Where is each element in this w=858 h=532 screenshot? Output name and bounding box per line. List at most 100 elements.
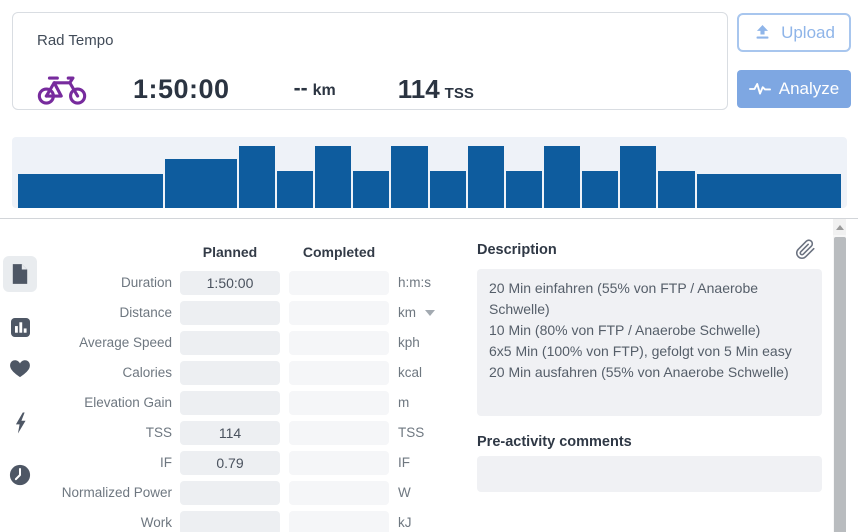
- unit-label-elevation-gain: m: [398, 395, 410, 410]
- bar-chart-icon: [10, 317, 30, 337]
- upload-button[interactable]: Upload: [737, 13, 851, 52]
- planned-input-elevation-gain[interactable]: [180, 391, 280, 415]
- completed-input-duration[interactable]: [289, 271, 389, 295]
- row-label-if: IF: [160, 455, 172, 470]
- clock-icon: [9, 464, 31, 486]
- unit-label-calories: kcal: [398, 365, 423, 380]
- lightning-icon: [15, 412, 26, 434]
- completed-input-work[interactable]: [289, 511, 389, 532]
- unit-label-if: IF: [398, 455, 410, 470]
- workout-title: Rad Tempo: [37, 32, 114, 49]
- upload-icon: [756, 24, 769, 39]
- unit-dropdown-caret-distance[interactable]: [425, 310, 435, 317]
- metric-row-calories: Calories kcal: [0, 361, 460, 385]
- analyze-waveform-icon: [748, 83, 771, 95]
- scroll-up-arrow-icon: [835, 224, 844, 230]
- distance-unit: km: [312, 82, 336, 99]
- metric-row-elevation-gain: Elevation Gain m: [0, 391, 460, 415]
- analyze-label: Analyze: [778, 79, 840, 98]
- planned-input-if[interactable]: 0.79: [180, 451, 280, 475]
- metric-row-normalized-power: Normalized Power W: [0, 481, 460, 505]
- row-label-work: Work: [140, 515, 172, 530]
- summary-card: Rad Tempo 1:50:00 -- km 114 TSS: [12, 12, 728, 110]
- planned-input-tss[interactable]: 114: [180, 421, 280, 445]
- completed-input-distance[interactable]: [289, 301, 389, 325]
- profile-bar-11: [582, 170, 619, 208]
- pre-activity-label: Pre-activity comments: [477, 434, 632, 450]
- details-panel: Planned Completed Duration 1:50:00 h:m:s Di…: [0, 218, 858, 532]
- profile-bar-10: [543, 146, 581, 208]
- row-label-duration: Duration: [120, 275, 172, 290]
- completed-input-elevation-gain[interactable]: [289, 391, 389, 415]
- unit-label-normalized-power: W: [398, 485, 411, 500]
- tss-metric: 114 TSS: [398, 74, 474, 105]
- unit-label-work: kJ: [398, 515, 412, 530]
- heart-icon: [10, 360, 30, 378]
- profile-bar-5: [353, 170, 390, 208]
- profile-bar-3: [276, 170, 314, 208]
- profile-bar-12: [620, 146, 657, 208]
- planned-header: Planned: [202, 244, 258, 260]
- analyze-button[interactable]: Analyze: [737, 70, 851, 108]
- unit-label-tss: TSS: [398, 425, 425, 440]
- planned-input-duration[interactable]: 1:50:00: [180, 271, 280, 295]
- duration-value: 1:50:00: [133, 73, 230, 104]
- profile-bar-0: [18, 174, 163, 208]
- sidebar-item-charts[interactable]: [3, 309, 37, 345]
- pre-activity-textarea[interactable]: [477, 456, 822, 492]
- tss-unit: TSS: [444, 84, 474, 102]
- sidebar-item-summary[interactable]: [3, 256, 37, 292]
- unit-label-duration: h:m:s: [398, 275, 432, 290]
- completed-input-normalized-power[interactable]: [289, 481, 389, 505]
- planned-input-distance[interactable]: [180, 301, 280, 325]
- description-textarea[interactable]: 20 Min einfahren (55% von FTP / Anaerobe…: [477, 269, 822, 416]
- upload-label: Upload: [781, 22, 835, 42]
- tss-value: 114: [397, 73, 440, 104]
- profile-bar-13: [658, 170, 695, 208]
- distance-metric: -- km: [294, 77, 336, 101]
- completed-input-average-speed[interactable]: [289, 331, 389, 355]
- row-label-elevation-gain: Elevation Gain: [84, 395, 172, 410]
- row-label-distance: Distance: [119, 305, 172, 320]
- metric-row-if: IF 0.79 IF: [0, 451, 460, 475]
- completed-input-calories[interactable]: [289, 361, 389, 385]
- metric-row-duration: Duration 1:50:00 h:m:s: [0, 271, 460, 295]
- planned-input-average-speed[interactable]: [180, 331, 280, 355]
- profile-bar-9: [505, 170, 542, 208]
- scrollbar-thumb[interactable]: [833, 237, 846, 532]
- planned-input-normalized-power[interactable]: [180, 481, 280, 505]
- planned-input-calories[interactable]: [180, 361, 280, 385]
- planned-input-work[interactable]: [180, 511, 280, 532]
- description-header-row: Description: [477, 239, 822, 265]
- profile-bar-8: [467, 146, 504, 208]
- completed-input-if[interactable]: [289, 451, 389, 475]
- metric-row-average-speed: Average Speed kph: [0, 331, 460, 355]
- paperclip-icon[interactable]: [795, 239, 816, 265]
- vertical-scrollbar[interactable]: [833, 219, 846, 532]
- profile-bar-2: [238, 146, 275, 208]
- summary-metrics-row: 1:50:00 -- km 114 TSS: [37, 69, 474, 109]
- metrics-table-headers: Planned Completed: [0, 244, 440, 260]
- sidebar-item-power[interactable]: [3, 405, 37, 441]
- sidebar-item-time[interactable]: [3, 457, 37, 493]
- row-label-average-speed: Average Speed: [79, 335, 172, 350]
- profile-bar-1: [164, 158, 237, 208]
- document-icon: [12, 264, 28, 284]
- metric-row-tss: TSS 114 TSS: [0, 421, 460, 445]
- profile-bar-6: [391, 146, 428, 208]
- unit-label-average-speed: kph: [398, 335, 420, 350]
- row-label-tss: TSS: [145, 425, 172, 440]
- profile-bar-7: [429, 170, 466, 208]
- unit-label-distance: km: [398, 301, 435, 325]
- row-label-normalized-power: Normalized Power: [61, 485, 172, 500]
- metric-row-work: Work kJ: [0, 511, 460, 532]
- profile-bar-4: [315, 146, 352, 208]
- completed-input-tss[interactable]: [289, 421, 389, 445]
- sidebar-item-heart-rate[interactable]: [3, 350, 37, 386]
- distance-value: --: [293, 77, 308, 100]
- bike-icon: [37, 76, 87, 105]
- metric-row-distance: Distance km: [0, 301, 460, 325]
- workout-profile-chart[interactable]: [12, 137, 847, 208]
- scroll-up-button[interactable]: [833, 219, 846, 235]
